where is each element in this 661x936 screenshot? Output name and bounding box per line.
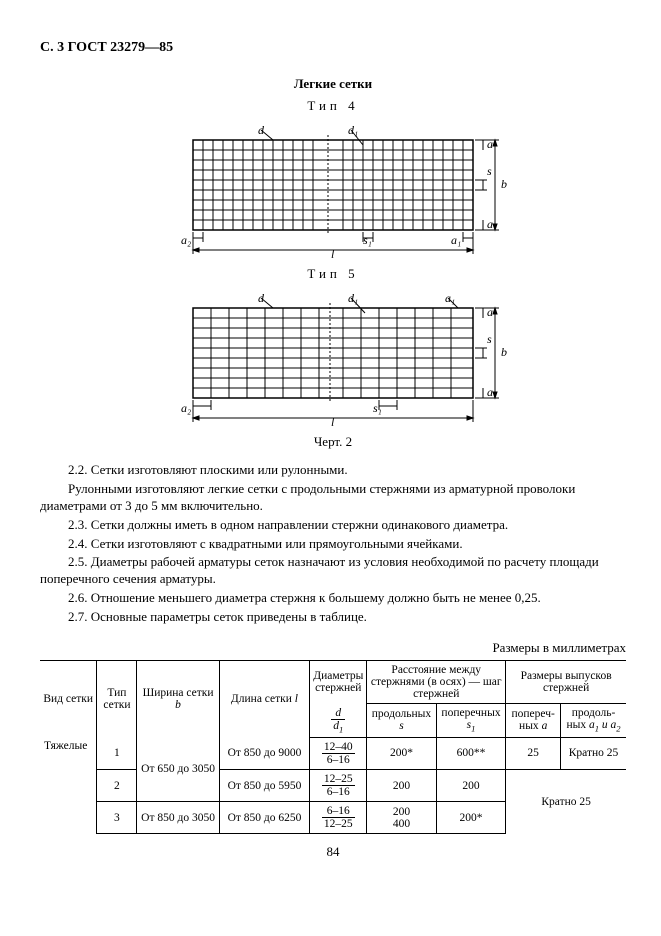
cell: 2 [97,770,137,802]
cell: 6–1612–25 [310,802,367,834]
page-number: 84 [40,844,626,860]
cell: 200* [367,737,437,769]
th-diam-frac: dd1 [310,704,367,738]
label-a2: a₂ [181,401,191,415]
figure-type-5: d d₁ a₁ l b s a a a₂ s₁ [40,288,626,428]
label-d1: d₁ [348,291,358,305]
th-type: Тип сетки [97,661,137,738]
th-width: Ширина сетки b [137,661,219,738]
para-2-2: 2.2. Сетки изготовляют плоскими или руло… [40,462,626,479]
cell: 200* [436,802,506,834]
table-row: 2 От 850 до 5950 12–256–16 200 200 Кратн… [40,770,626,802]
section-title: Легкие сетки [40,76,626,92]
cell: 600** [436,737,506,769]
th-spacing-trans: поперечныхs1 [436,704,506,738]
th-outlets: Размеры выпусков стержней [506,661,626,704]
table-row: Тяжелые 1 От 650 до 3050 От 850 до 9000 … [40,737,626,769]
th-out-trans: попереч­ных a [506,704,561,738]
para-2-7: 2.7. Основные параметры сеток приведены … [40,609,626,626]
th-diam: Диаметры стержней [310,661,367,704]
label-s1: s₁ [373,401,382,415]
cell: От 650 до 3050 [137,737,219,801]
cell: 200 [367,770,437,802]
th-spacing: Расстояние между стержнями (в осях) — ша… [367,661,506,704]
th-kind: Вид сетки [40,661,97,738]
para-2-5: 2.5. Диаметры рабочей арматуры сеток наз… [40,554,626,588]
cell: 12–406–16 [310,737,367,769]
parameters-table: Вид сетки Тип сетки Ширина сетки b Длина… [40,660,626,834]
label-a2: a₂ [181,233,191,247]
label-s: s [487,164,492,178]
label-l: l [331,247,335,260]
label-a1-top: a₁ [445,291,455,305]
label-a: a [487,305,493,319]
label-d1: d₁ [348,123,358,137]
figure-caption: Черт. 2 [40,434,626,450]
label-a: a [487,217,493,231]
cell: 1 [97,737,137,769]
label-a1: a₁ [451,233,461,247]
cell: 25 [506,737,561,769]
cell: От 850 до 3050 [137,802,219,834]
cell: 12–256–16 [310,770,367,802]
cell: От 850 до 6250 [219,802,310,834]
cell: Кратно 25 [506,770,626,834]
th-length: Длина сетки l [219,661,310,738]
type-5-label: Тип 5 [40,266,626,282]
label-s1: s₁ [363,233,372,247]
label-l: l [331,415,335,428]
table-caption: Размеры в миллиметрах [40,640,626,656]
cell: Кратно 25 [561,737,626,769]
label-a: a [487,385,493,399]
para-2-6: 2.6. Отношение меньшего диаметра стержня… [40,590,626,607]
cell: 200 [436,770,506,802]
cell: 200400 [367,802,437,834]
para-2-4: 2.4. Сетки изготовляют с квадратными или… [40,536,626,553]
cell-kind: Тяжелые [40,737,97,833]
label-b: b [501,345,507,359]
label-s: s [487,332,492,346]
type-4-label: Тип 4 [40,98,626,114]
cell: 3 [97,802,137,834]
cell: От 850 до 9000 [219,737,310,769]
para-2-2b: Рулонными изготовляют легкие сетки с про… [40,481,626,515]
para-2-3: 2.3. Сетки должны иметь в одном направле… [40,517,626,534]
figure-type-4: d d₁ l b s a a a₂ a₁ s₁ [40,120,626,260]
page-header: С. 3 ГОСТ 23279—85 [40,40,626,56]
th-spacing-long: продольныхs [367,704,437,738]
label-a: a [487,137,493,151]
th-out-long: продоль­ных a1 и a2 [561,704,626,738]
label-b: b [501,177,507,191]
cell: От 850 до 5950 [219,770,310,802]
